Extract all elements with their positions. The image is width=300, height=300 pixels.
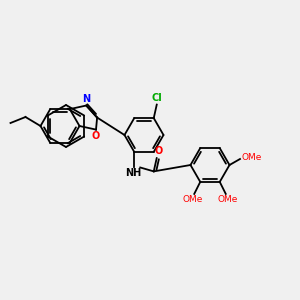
Text: NH: NH: [124, 168, 141, 178]
Text: N: N: [82, 94, 90, 104]
Text: OMe: OMe: [183, 195, 203, 204]
Text: O: O: [154, 146, 162, 156]
Text: O: O: [92, 131, 100, 141]
Text: OMe: OMe: [217, 195, 237, 204]
Text: Cl: Cl: [152, 93, 162, 103]
Text: OMe: OMe: [242, 153, 262, 162]
